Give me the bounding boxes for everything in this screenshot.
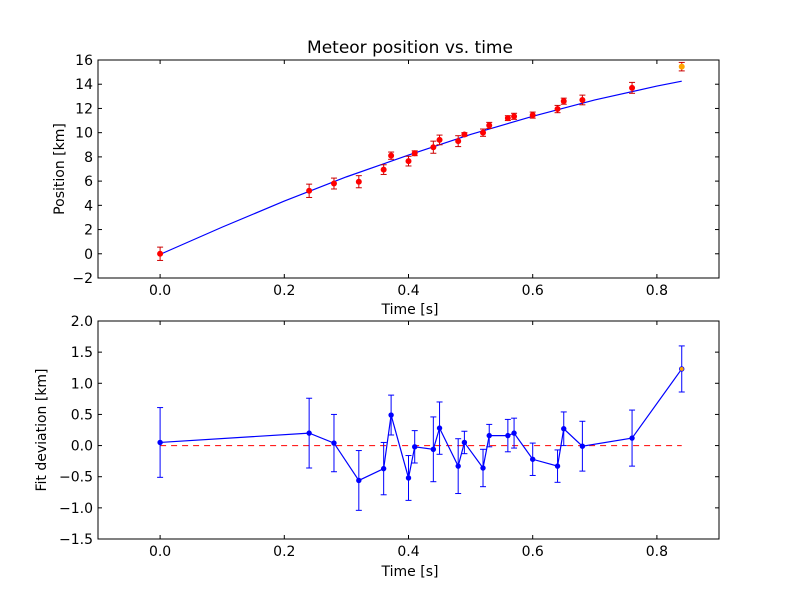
deviation-chart-y-tick-label: −1.5	[59, 532, 93, 548]
position-chart-x-tick-label: 0.4	[397, 283, 419, 299]
position-chart: Meteor position vs. time 0.0 0.2 0.4 0.6 0.8…	[52, 38, 720, 318]
deviation-point	[380, 465, 387, 472]
deviation-chart-x-tick-label: 0.4	[397, 544, 419, 560]
measurement-point	[504, 115, 511, 122]
deviation-chart-y-tick-label: 0.0	[71, 439, 93, 455]
deviation-chart-y-tick-label: −0.5	[59, 470, 93, 486]
position-chart-y-tick-label: 4	[84, 198, 93, 214]
deviation-point	[388, 412, 394, 418]
position-chart-y-tick-label: 16	[75, 53, 93, 69]
deviation-point	[629, 435, 635, 441]
measurement-point	[579, 96, 586, 103]
deviation-outlier-point	[679, 366, 685, 372]
deviation-chart-x-tick-label: 0.8	[646, 544, 668, 560]
deviation-chart-y-tick-label: 0.5	[71, 407, 93, 423]
position-chart-y-tick-label: 12	[75, 101, 93, 117]
deviation-line	[160, 368, 683, 482]
measurement-point	[455, 138, 462, 145]
position-chart-y-tick-label: 2	[84, 223, 93, 239]
measurement-point	[629, 84, 636, 91]
deviation-chart-y-axis-title: Fit deviation [km]	[34, 368, 50, 491]
deviation-chart-y-tick-label: 2.0	[71, 314, 93, 330]
position-plot-area: 0.0 0.2 0.4 0.6 0.8 −2 0 2 4 6 8 10 12 14 16	[72, 53, 720, 299]
measurement-point	[511, 113, 518, 120]
deviation-chart-y-tick-label: 1.5	[71, 345, 93, 361]
position-chart-y-tick-label: 14	[75, 77, 93, 93]
deviation-chart-y-tick-label: 1.0	[71, 376, 93, 392]
deviation-chart-x-tick-label: 0.2	[273, 544, 295, 560]
deviation-point	[505, 432, 511, 439]
deviation-point	[480, 465, 486, 471]
position-chart-x-tick-label: 0.8	[646, 283, 668, 299]
deviation-point	[412, 444, 418, 450]
measurement-point	[411, 150, 418, 157]
position-chart-x-tick-label: 0.2	[273, 283, 295, 299]
deviation-chart-y-tick-label: −1.0	[59, 501, 93, 517]
measurement-point	[529, 112, 536, 119]
position-chart-y-tick-label: −2	[72, 271, 93, 287]
measurement-point	[480, 129, 487, 136]
deviation-point	[461, 439, 468, 446]
deviation-point	[436, 425, 443, 431]
measurement-point	[486, 122, 493, 129]
position-chart-title: Meteor position vs. time	[307, 38, 513, 58]
measurement-point	[436, 136, 443, 143]
measurement-point	[380, 166, 387, 173]
deviation-chart-x-tick-label: 0.0	[149, 544, 171, 560]
position-chart-y-tick-label: 8	[84, 150, 93, 166]
deviation-point	[561, 426, 567, 432]
deviation-point	[455, 463, 461, 469]
position-chart-x-tick-label: 0.6	[522, 283, 544, 299]
outlier-point	[678, 63, 685, 70]
deviation-point	[331, 440, 337, 446]
position-chart-x-tick-label: 0.0	[149, 283, 171, 299]
deviation-point	[579, 443, 586, 449]
deviation-point	[486, 432, 492, 439]
deviation-chart-x-axis-title: Time [s]	[381, 564, 439, 580]
measurement-point	[306, 187, 313, 194]
deviation-point	[430, 446, 437, 453]
measurement-point	[405, 158, 412, 165]
deviation-chart-x-tick-label: 0.6	[522, 544, 544, 560]
deviation-point	[554, 463, 561, 469]
deviation-point	[356, 477, 362, 484]
position-chart-y-axis-title: Position [km]	[52, 123, 68, 215]
measurement-point	[388, 152, 395, 159]
measurement-point	[554, 106, 561, 113]
measurement-point	[560, 98, 567, 105]
deviation-point	[405, 475, 412, 481]
measurement-point	[157, 250, 164, 257]
deviation-chart: 0.0 0.2 0.4 0.6 0.8 −1.5 −1.0 −0.5 0.0 0.5 1.0 1.5 2…	[34, 314, 720, 580]
deviation-point	[306, 430, 312, 436]
deviation-point	[511, 430, 517, 436]
position-chart-y-tick-label: 6	[84, 174, 93, 190]
position-chart-y-tick-label: 10	[75, 126, 93, 142]
deviation-point	[530, 456, 536, 462]
deviation-point	[157, 439, 163, 446]
measurement-point	[461, 131, 468, 138]
measurement-point	[430, 144, 437, 151]
measurement-point	[355, 178, 362, 185]
position-chart-y-tick-label: 0	[84, 247, 93, 263]
measurement-point	[330, 180, 337, 187]
position-chart-x-axis-title: Time [s]	[381, 302, 439, 318]
deviation-plot-area: 0.0 0.2 0.4 0.6 0.8 −1.5 −1.0 −0.5 0.0 0.5 1.0 1.5 2…	[59, 314, 720, 560]
